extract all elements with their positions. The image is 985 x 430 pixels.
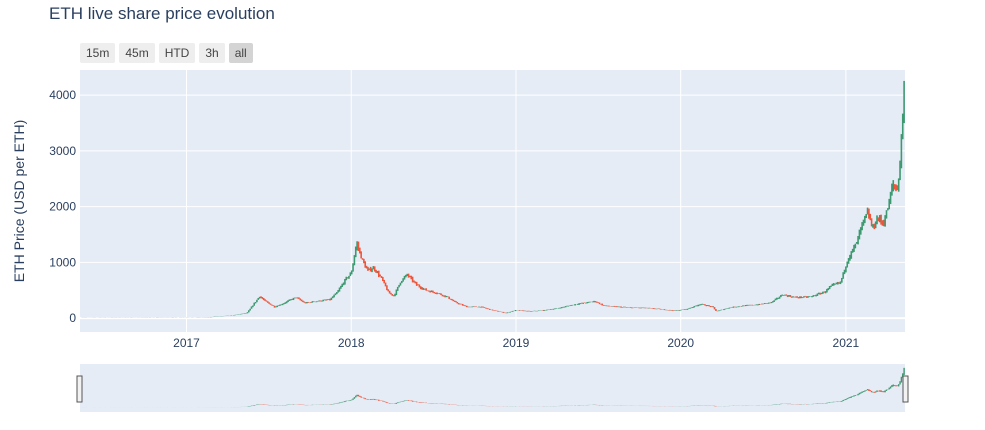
range-slider[interactable]: [80, 364, 905, 412]
range-button-all[interactable]: all: [228, 43, 253, 63]
x-tick-label: 2020: [667, 336, 694, 350]
y-tick-label: 2000: [49, 200, 76, 214]
axes: 0 1000 2000 3000 4000 2017 2018 2019 2020 2021: [49, 88, 859, 350]
range-button-15m[interactable]: 15m: [80, 43, 116, 63]
y-tick-label: 3000: [49, 144, 76, 158]
range-button-3h[interactable]: 3h: [199, 43, 225, 63]
plot-area: [80, 70, 905, 332]
range-slider-right-handle[interactable]: [902, 375, 909, 403]
x-tick-label: 2018: [338, 336, 365, 350]
x-tick-label: 2019: [503, 336, 530, 350]
y-tick-label: 0: [69, 311, 76, 325]
range-slider-series: [81, 367, 905, 408]
range-button-45m[interactable]: 45m: [119, 43, 155, 63]
range-slider-left-handle[interactable]: [76, 375, 83, 403]
x-tick-label: 2017: [173, 336, 200, 350]
y-axis-label: ETH Price (USD per ETH): [11, 120, 27, 283]
candlestick-series: [81, 80, 905, 318]
x-tick-label: 2021: [833, 336, 860, 350]
range-selector: 15m 45m HTD 3h all: [80, 43, 253, 63]
range-button-htd[interactable]: HTD: [158, 43, 196, 63]
y-tick-label: 4000: [49, 88, 76, 102]
y-tick-label: 1000: [49, 255, 76, 269]
chart-title: ETH live share price evolution: [49, 4, 275, 23]
gridlines: [80, 70, 905, 332]
